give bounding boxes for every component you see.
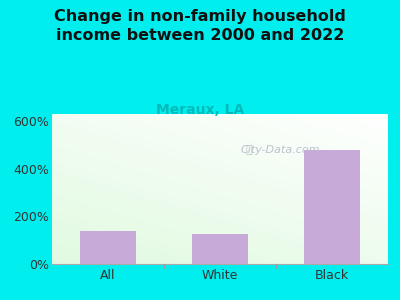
Text: ⓘ: ⓘ xyxy=(245,145,252,155)
Text: Meraux, LA: Meraux, LA xyxy=(156,103,244,118)
Bar xyxy=(80,231,136,264)
Bar xyxy=(192,234,248,264)
Text: Change in non-family household
income between 2000 and 2022: Change in non-family household income be… xyxy=(54,9,346,43)
Text: City-Data.com: City-Data.com xyxy=(241,145,320,155)
Bar xyxy=(304,150,360,264)
